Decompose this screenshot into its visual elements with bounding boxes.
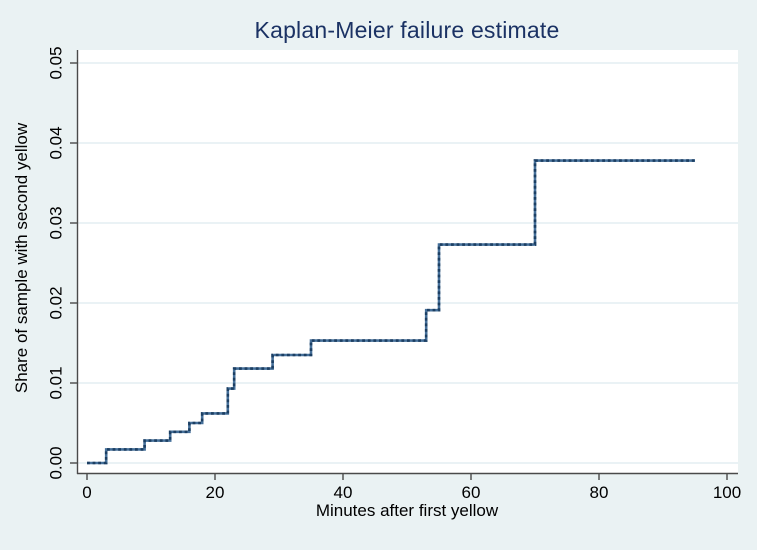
x-tick-label: 20 <box>206 483 225 502</box>
y-tick-label: 0.00 <box>47 446 66 479</box>
x-tick-label: 40 <box>334 483 353 502</box>
km-step-line-texture <box>87 159 695 465</box>
y-tick-label: 0.01 <box>47 366 66 399</box>
plot-area <box>77 50 738 473</box>
y-tick-label: 0.04 <box>47 126 66 159</box>
y-tick-label: 0.05 <box>47 46 66 79</box>
x-axis-title: Minutes after first yellow <box>315 501 499 520</box>
chart-title: Kaplan-Meier failure estimate <box>254 17 560 43</box>
x-tick-label: 60 <box>462 483 481 502</box>
y-tick-label: 0.03 <box>47 206 66 239</box>
x-tick-label: 100 <box>713 483 741 502</box>
x-tick-label: 80 <box>590 483 609 502</box>
x-tick-label: 0 <box>82 483 91 502</box>
y-tick-label: 0.02 <box>47 286 66 319</box>
